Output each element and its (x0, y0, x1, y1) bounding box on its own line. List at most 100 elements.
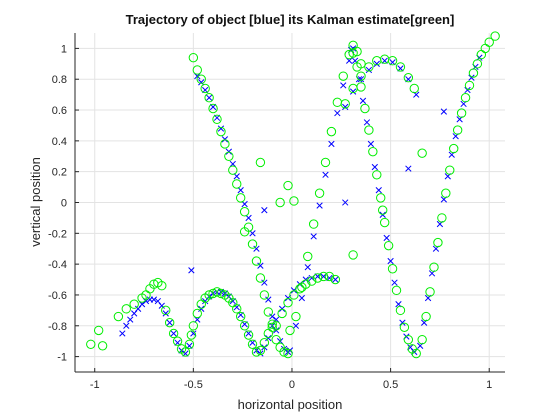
circle-marker (208, 288, 218, 299)
circle-marker (208, 103, 218, 114)
circle-marker (372, 170, 382, 180)
x-tick-label: -0.5 (184, 379, 203, 391)
x-marker (310, 233, 317, 240)
circle-marker (247, 239, 258, 249)
circle-marker (271, 334, 281, 345)
y-tick-label: 0.6 (52, 105, 67, 117)
circle-marker (184, 339, 195, 349)
circle-marker (157, 281, 167, 291)
x-marker (265, 296, 272, 303)
circle-marker (239, 321, 250, 331)
circle-marker (283, 180, 293, 191)
x-marker (261, 207, 268, 214)
x-tick-label: -1 (90, 379, 100, 391)
circle-marker (399, 322, 410, 333)
x-marker (357, 76, 365, 83)
x-tick-label: 1 (486, 379, 492, 391)
x-marker (365, 66, 373, 74)
circle-marker (196, 74, 206, 84)
circle-marker (255, 273, 266, 283)
circle-marker (168, 328, 179, 339)
circle-marker (279, 347, 289, 357)
circle-marker (277, 308, 287, 319)
x-marker (371, 163, 378, 171)
circle-marker (409, 83, 419, 94)
circle-marker (247, 339, 258, 349)
x-marker (468, 74, 475, 81)
circle-marker (216, 288, 226, 299)
circle-marker (121, 304, 131, 314)
circle-marker (364, 125, 374, 135)
circle-marker (283, 348, 293, 359)
circle-marker (417, 334, 427, 345)
circle-marker (232, 179, 242, 189)
circle-marker (376, 193, 386, 203)
circle-marker (468, 68, 479, 78)
x-marker (328, 140, 335, 148)
y-tick-label: -0.6 (48, 290, 67, 302)
circle-marker (417, 148, 427, 158)
circle-marker (255, 157, 266, 168)
circle-marker (383, 240, 394, 251)
x-marker (334, 109, 341, 117)
circle-marker (259, 338, 270, 348)
circle-marker (251, 347, 262, 357)
x-marker (342, 199, 349, 206)
circle-marker (239, 227, 250, 237)
kalman-estimate-series (86, 31, 500, 359)
circle-marker (464, 80, 475, 91)
chart-title: Trajectory of object [blue] its Kalman e… (126, 12, 455, 27)
circle-marker (387, 264, 398, 274)
circle-marker (338, 71, 348, 81)
y-tick-label: -0.8 (48, 321, 67, 333)
y-tick-label: 0.8 (52, 74, 67, 86)
y-tick-label: 0 (61, 198, 67, 210)
x-marker (367, 140, 375, 148)
circle-marker (97, 341, 108, 351)
circle-marker (312, 273, 323, 283)
x-marker (150, 296, 158, 303)
x-marker (399, 319, 406, 326)
circle-marker (259, 290, 270, 300)
circle-marker (267, 319, 277, 329)
circle-marker (275, 197, 285, 208)
circle-marker (164, 317, 175, 328)
x-marker (464, 86, 471, 94)
circle-marker (161, 305, 171, 316)
circle-marker (356, 71, 366, 81)
circle-marker (216, 126, 226, 137)
circle-marker (425, 287, 435, 297)
y-tick-label: -1 (57, 352, 67, 364)
circle-marker (445, 165, 455, 175)
x-marker (292, 322, 300, 329)
circle-marker (364, 62, 374, 72)
circle-marker (379, 217, 390, 228)
circle-marker (429, 262, 439, 272)
circle-marker (255, 345, 266, 356)
circle-marker (340, 99, 350, 109)
x-marker (440, 108, 448, 115)
circle-marker (452, 125, 463, 135)
x-marker (170, 330, 177, 337)
circle-marker (356, 82, 366, 92)
circle-marker (449, 143, 459, 154)
x-marker (405, 165, 412, 172)
x-marker (119, 330, 126, 337)
x-marker (316, 202, 323, 209)
circle-marker (360, 103, 370, 114)
y-tick-label: 0.2 (52, 167, 67, 179)
x-marker (269, 313, 276, 320)
circle-marker (228, 165, 238, 175)
circle-marker (395, 305, 406, 316)
circle-marker (320, 157, 331, 168)
x-marker (217, 125, 225, 132)
circle-marker (437, 213, 447, 223)
circle-marker (308, 219, 319, 229)
x-marker (123, 322, 130, 329)
x-tick-label: 0 (289, 379, 295, 391)
x-marker (340, 82, 347, 89)
x-marker (162, 310, 169, 317)
x-marker (342, 103, 349, 111)
circle-marker (263, 307, 274, 317)
